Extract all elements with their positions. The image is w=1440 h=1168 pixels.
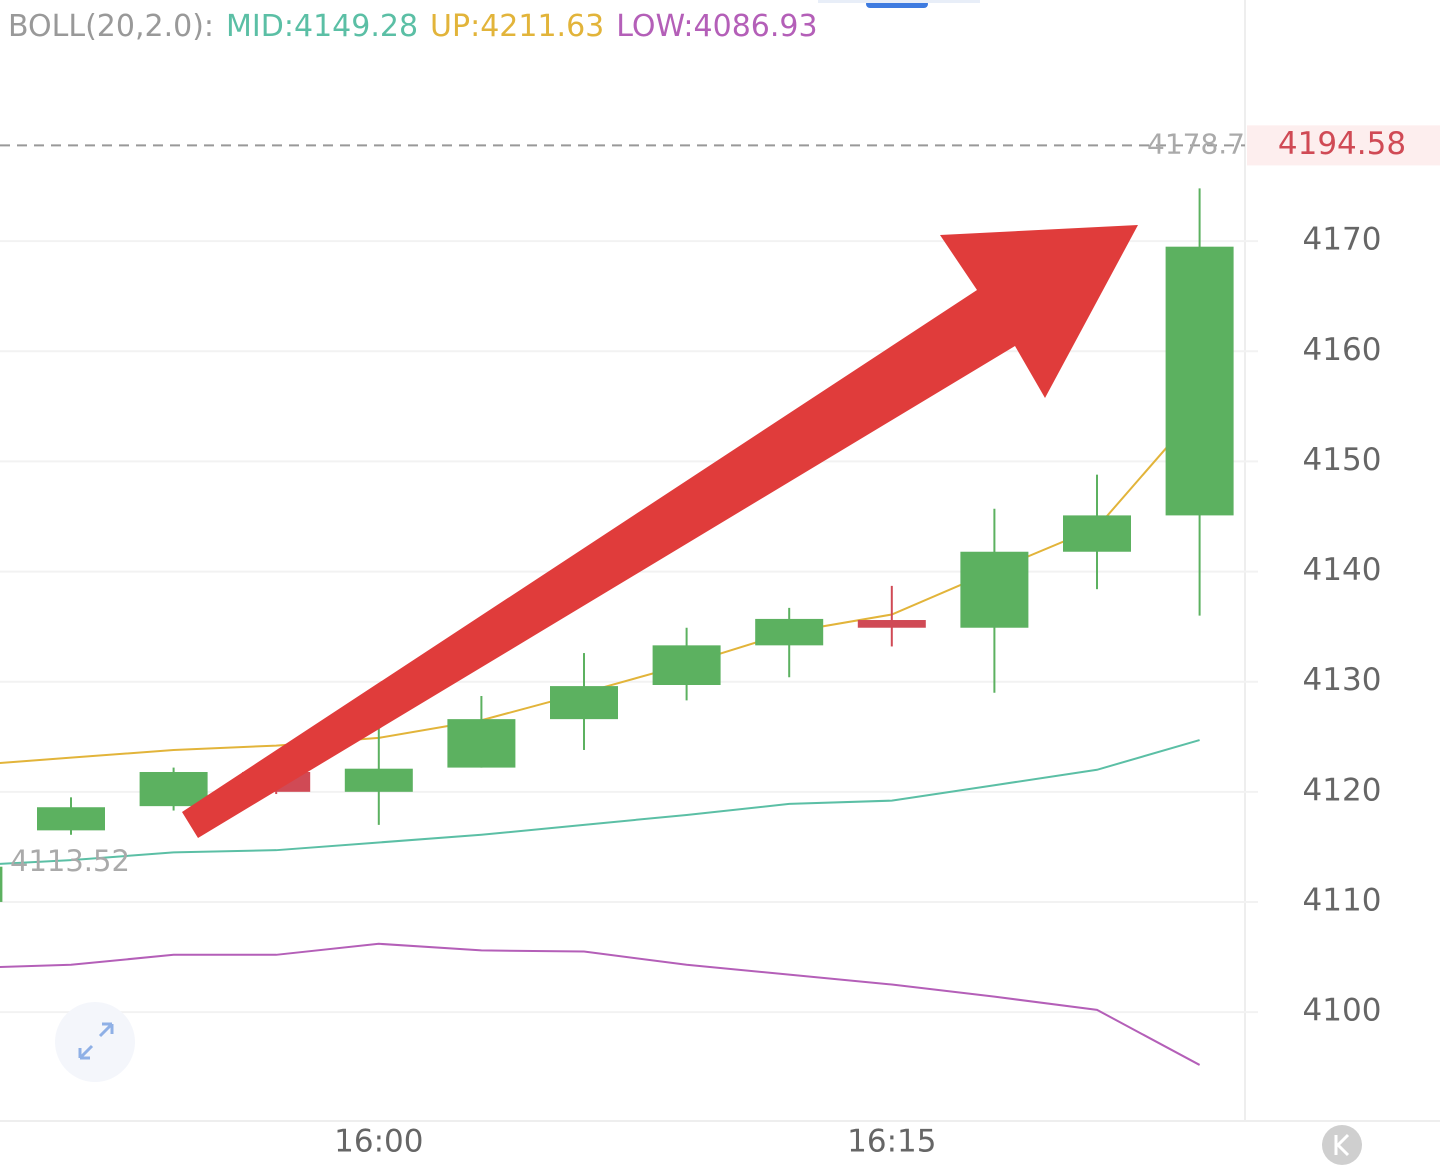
candle-body [755,618,824,646]
high-label: 4178.7 [1147,127,1245,160]
candle-body [960,551,1029,628]
k-icon [1334,1133,1350,1157]
low-label: 4113.52 [10,844,130,878]
indicator-header: BOLL(20,2.0): MID:4149.28 UP:4211.63 LOW:40… [8,9,818,44]
grid [0,240,1258,1014]
y-tick-label: 4100 [1303,993,1382,1029]
candle-body [550,686,618,720]
band-line [0,739,1200,865]
last-price: 4194.58 [1278,126,1406,162]
candle-body [0,866,3,902]
candle-body [37,807,105,831]
legend-value: 4086.93 [694,9,818,44]
fullscreen-icon [78,1022,114,1060]
legend-name: UP: [430,9,480,44]
y-tick-label: 4150 [1303,442,1382,478]
k-button[interactable] [1322,1125,1362,1165]
candle-body [447,719,516,768]
trend-arrow [182,225,1138,838]
indicator-name: BOLL(20,2.0): [8,9,214,44]
band-lines [0,409,1201,1066]
band-line [0,942,1201,1066]
legend-value: 4211.63 [480,9,604,44]
y-tick-label: 4140 [1303,552,1382,588]
price-tag [1247,125,1440,166]
candle-body [139,771,208,807]
candle-body [1063,515,1131,552]
legend-name: MID: [226,9,294,44]
legend-name: LOW: [616,9,693,44]
legend-value: 4149.28 [294,9,418,44]
y-tick-label: 4160 [1303,332,1382,368]
fullscreen-button[interactable] [55,1002,135,1082]
x-tick-label: 16:00 [334,1124,423,1160]
y-tick-label: 4120 [1303,772,1382,808]
candle-body [857,620,926,628]
y-tick-label: 4130 [1303,662,1382,698]
y-tick-label: 4170 [1303,222,1382,258]
candle-body [344,768,413,792]
labels: 4100 4110 4120 4130 4140 4150 4160 4170 16:00 16:… [0,125,1440,1160]
candle-body [652,645,721,685]
candle-body [1165,246,1234,516]
x-tick-label: 16:15 [847,1124,936,1160]
y-tick-label: 4110 [1303,882,1382,918]
